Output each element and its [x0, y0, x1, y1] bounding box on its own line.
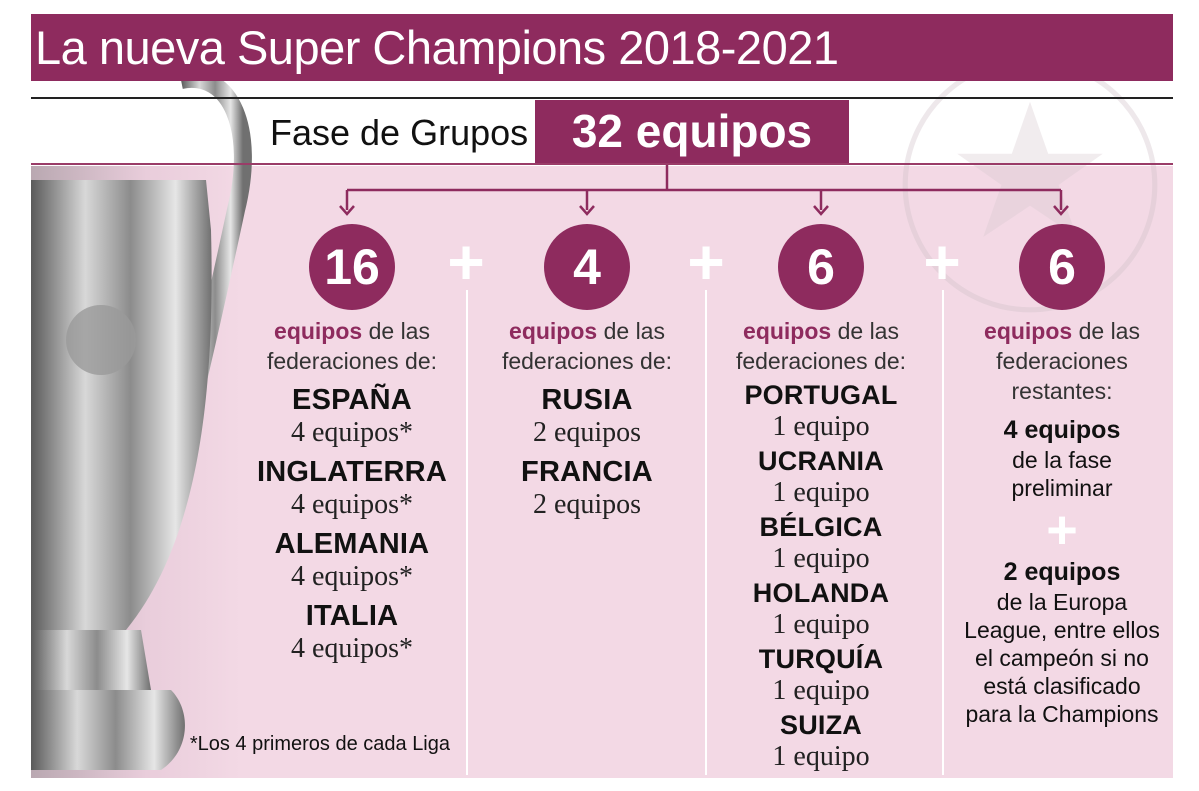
- europa-league-desc: League, entre ellos: [964, 617, 1160, 643]
- column-divider: [705, 290, 707, 775]
- country-name: BÉLGICA: [759, 512, 883, 542]
- country-name: PORTUGAL: [744, 380, 898, 410]
- group-column-big-four: 16 equipos de las federaciones de: ESPAÑ…: [247, 224, 457, 664]
- team-count-circle: 4: [544, 224, 630, 310]
- plus-sign: +: [447, 226, 485, 298]
- column-intro: equipos de las federaciones de:: [735, 318, 907, 374]
- plus-sign: +: [687, 226, 725, 298]
- country-name: RUSIA: [541, 384, 633, 416]
- europa-league-count: 2 equipos: [1003, 558, 1121, 586]
- country-team-count: 2 equipos: [532, 489, 642, 520]
- europa-league-desc: está clasificado: [983, 673, 1141, 699]
- country-team-count: 4 equipos*: [290, 417, 414, 448]
- country-team-count: 1 equipo: [772, 741, 870, 772]
- europa-league-desc: el campeón si no: [975, 645, 1149, 671]
- team-count-circle: 16: [309, 224, 395, 310]
- column-divider: [942, 290, 944, 775]
- group-column-third-tier: 6 equipos de las federaciones de: PORTUG…: [716, 224, 926, 772]
- team-count-circle: 6: [1019, 224, 1105, 310]
- column-intro: equipos de las federaciones restantes:: [984, 318, 1140, 404]
- country-name: INGLATERRA: [257, 456, 447, 488]
- country-name: ALEMANIA: [274, 528, 430, 560]
- column-intro: equipos de las federaciones de:: [266, 318, 438, 374]
- preliminary-count: 4 equipos: [1003, 416, 1121, 444]
- trophy-icon: [31, 70, 252, 770]
- country-name: UCRANIA: [758, 446, 884, 476]
- country-team-count: 1 equipo: [772, 609, 870, 640]
- plus-sign: +: [1046, 500, 1078, 560]
- team-count-circle: 6: [778, 224, 864, 310]
- country-team-count: 1 equipo: [772, 411, 870, 442]
- divider-line: [31, 163, 1173, 165]
- country-team-count: 4 equipos*: [290, 489, 414, 520]
- preliminary-desc: preliminar: [1011, 475, 1113, 501]
- country-name: TURQUÍA: [758, 644, 884, 674]
- country-name: FRANCIA: [521, 456, 653, 488]
- europa-league-desc: de la Europa: [996, 589, 1128, 615]
- footnote: *Los 4 primeros de cada Liga: [189, 733, 450, 755]
- country-name: ITALIA: [305, 600, 399, 632]
- column-intro: equipos de las federaciones de:: [501, 318, 673, 374]
- page-title: La nueva Super Champions 2018-2021: [31, 14, 1173, 81]
- divider-line: [31, 97, 1173, 99]
- country-team-count: 1 equipo: [772, 477, 870, 508]
- country-name: HOLANDA: [752, 578, 890, 608]
- europa-league-desc: para la Champions: [965, 701, 1159, 727]
- total-teams-box: 32 equipos: [535, 100, 849, 163]
- content-background: [241, 166, 1173, 778]
- country-team-count: 4 equipos*: [290, 633, 414, 664]
- group-column-remaining: 6 equipos de las federaciones restantes:…: [951, 224, 1173, 728]
- country-team-count: 1 equipo: [772, 675, 870, 706]
- country-team-count: 1 equipo: [772, 543, 870, 574]
- country-team-count: 4 equipos*: [290, 561, 414, 592]
- country-team-count: 2 equipos: [532, 417, 642, 448]
- group-column-second-tier: 4 equipos de las federaciones de: RUSIA …: [482, 224, 692, 520]
- country-name: ESPAÑA: [292, 384, 412, 416]
- phase-label: Fase de Grupos: [270, 112, 529, 153]
- country-name: SUIZA: [780, 710, 862, 740]
- plus-sign: +: [923, 226, 961, 298]
- preliminary-desc: de la fase: [1012, 447, 1112, 473]
- column-divider: [466, 290, 468, 775]
